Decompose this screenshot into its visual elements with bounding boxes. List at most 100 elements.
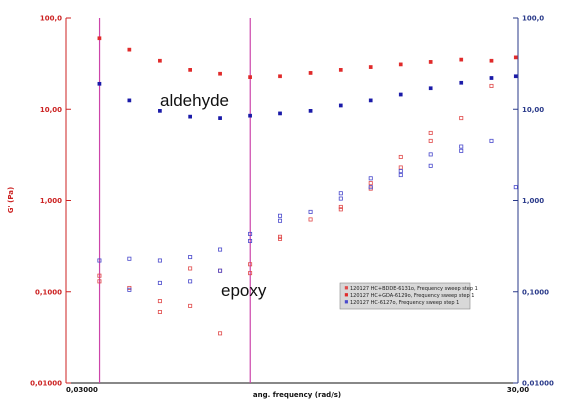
legend: 120127 HC+BDDE-6131o, Frequency sweep st… <box>339 282 478 310</box>
legend-marker <box>344 300 348 304</box>
data-point <box>248 271 253 276</box>
data-point <box>248 238 253 243</box>
data-point <box>157 280 162 285</box>
y-tick-label-right: 1,000 <box>522 197 544 205</box>
data-point <box>428 152 433 157</box>
data-point <box>248 113 252 118</box>
data-point <box>428 60 433 64</box>
y-tick-label-left: 0,01000 <box>30 380 62 388</box>
data-point <box>398 154 403 159</box>
data-point <box>398 169 403 174</box>
legend-marker <box>344 293 348 297</box>
data-point <box>459 144 464 149</box>
data-point <box>338 204 343 209</box>
data-point <box>127 287 132 292</box>
data-point <box>308 109 313 113</box>
data-point <box>188 303 193 308</box>
data-point <box>459 57 464 62</box>
legend-box <box>339 282 471 310</box>
data-point <box>188 279 193 284</box>
data-point <box>218 268 223 273</box>
data-point <box>248 262 253 267</box>
data-point <box>218 71 222 76</box>
data-point <box>278 213 283 218</box>
x-axis-label: ang. frequency (rad/s) <box>253 391 341 399</box>
data-point <box>308 209 313 214</box>
data-point <box>97 81 102 86</box>
data-point <box>158 109 162 113</box>
data-point <box>278 236 283 241</box>
data-point <box>308 71 313 75</box>
y-axis-label-left: G' (Pa) <box>7 187 15 213</box>
data-point <box>97 36 102 41</box>
data-point <box>459 148 464 153</box>
y-tick-label-left: 0,1000 <box>35 288 62 296</box>
data-point <box>398 62 403 67</box>
data-point <box>368 65 373 69</box>
data-point <box>428 138 433 143</box>
data-point <box>127 256 132 261</box>
data-point <box>188 266 193 271</box>
data-point <box>338 207 343 212</box>
data-point <box>188 255 193 260</box>
y-tick-label-right: 0,01000 <box>522 380 554 388</box>
data-point <box>513 185 518 190</box>
data-point <box>489 76 494 80</box>
y-tick-label-right: 0,1000 <box>522 288 549 296</box>
y-tick-label-left: 100,0 <box>40 15 62 23</box>
data-point <box>97 273 102 278</box>
data-point <box>338 191 343 196</box>
data-point <box>97 258 102 263</box>
data-point <box>513 55 518 60</box>
data-point <box>459 116 464 121</box>
data-point <box>338 103 343 108</box>
data-point <box>158 58 162 63</box>
data-point <box>218 331 223 336</box>
data-point <box>428 163 433 168</box>
data-point <box>97 279 102 284</box>
legend-entry: 120127 HC+GDA-6129o, Frequency sweep ste… <box>350 293 474 299</box>
plot-frame <box>65 17 519 384</box>
data-point <box>308 217 313 222</box>
data-point <box>428 130 433 135</box>
x-tick-label: 30,00 <box>507 386 529 394</box>
data-point <box>127 47 132 52</box>
data-point <box>248 75 252 79</box>
data-point <box>218 268 223 273</box>
data-point <box>489 138 494 143</box>
x-tick-label: 0,03000 <box>66 386 98 394</box>
data-point <box>278 111 282 116</box>
data-point <box>368 185 373 190</box>
legend-marker <box>344 286 348 290</box>
data-point <box>398 92 403 97</box>
data-point <box>398 173 403 178</box>
data-point <box>513 74 518 79</box>
legend-entry: 120127 HC-6127o, Frequency sweep step 1 <box>350 300 459 306</box>
data-point <box>489 83 494 88</box>
data-point <box>248 231 253 236</box>
data-point <box>278 218 283 223</box>
y-tick-label-left: 10,00 <box>40 106 62 114</box>
data-point <box>459 80 464 85</box>
legend-entry: 120127 HC+BDDE-6131o, Frequency sweep st… <box>350 286 478 292</box>
data-point <box>278 74 282 79</box>
annotation-epoxy: epoxy <box>221 281 267 300</box>
data-point <box>157 299 162 304</box>
data-point <box>127 98 132 103</box>
data-point <box>218 116 222 120</box>
data-point <box>157 258 162 263</box>
y-tick-label-right: 100,0 <box>522 15 544 23</box>
data-point <box>368 181 373 186</box>
data-point <box>278 234 283 239</box>
annotation-aldehyde: aldehyde <box>160 91 229 110</box>
data-point <box>489 58 494 63</box>
y-tick-label-left: 1,000 <box>40 197 62 205</box>
data-point <box>398 165 403 170</box>
vertical-markers <box>98 18 251 383</box>
data-points <box>97 36 518 336</box>
y-tick-label-right: 10,00 <box>522 106 544 114</box>
data-point <box>338 196 343 201</box>
data-point <box>338 68 343 72</box>
data-point <box>218 247 223 252</box>
